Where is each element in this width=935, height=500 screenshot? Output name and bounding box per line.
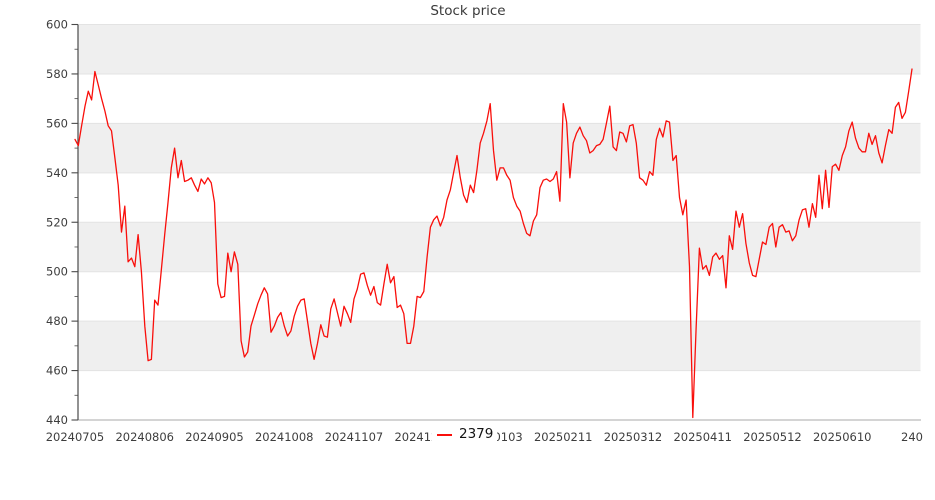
- x-axis-label: 20240806: [115, 430, 174, 444]
- x-axis-label: 20240905: [185, 430, 244, 444]
- y-axis-label: 540: [46, 166, 68, 180]
- x-axis-label: 20250411: [673, 430, 732, 444]
- y-axis-label: 580: [46, 67, 68, 81]
- chart-title: Stock price: [430, 3, 506, 19]
- plot-band: [78, 24, 921, 74]
- plot-band: [78, 222, 921, 272]
- y-axis-label: 500: [46, 265, 68, 279]
- x-axis-label: 20250211: [534, 430, 593, 444]
- x-axis-label: 240: [901, 430, 923, 444]
- y-axis-label: 440: [46, 413, 68, 427]
- y-axis-label: 560: [46, 116, 68, 130]
- y-axis-label: 480: [46, 314, 68, 328]
- plot-band: [78, 321, 921, 371]
- plot-band: [78, 123, 921, 173]
- x-axis-label: 20240705: [46, 430, 105, 444]
- legend-series-label: 2379: [459, 426, 494, 442]
- y-axis-label: 520: [46, 215, 68, 229]
- price-line: [74, 68, 913, 419]
- x-axis-label: 20250512: [743, 430, 802, 444]
- y-axis-label: 460: [46, 364, 68, 378]
- legend: 2379: [432, 425, 498, 444]
- x-axis-label: 20250610: [813, 430, 872, 444]
- y-axis-label: 600: [46, 18, 68, 32]
- x-axis-label: 20241107: [325, 430, 384, 444]
- x-axis-label: 20241008: [255, 430, 314, 444]
- x-axis-label: 20250312: [604, 430, 663, 444]
- legend-line-icon: [437, 433, 452, 436]
